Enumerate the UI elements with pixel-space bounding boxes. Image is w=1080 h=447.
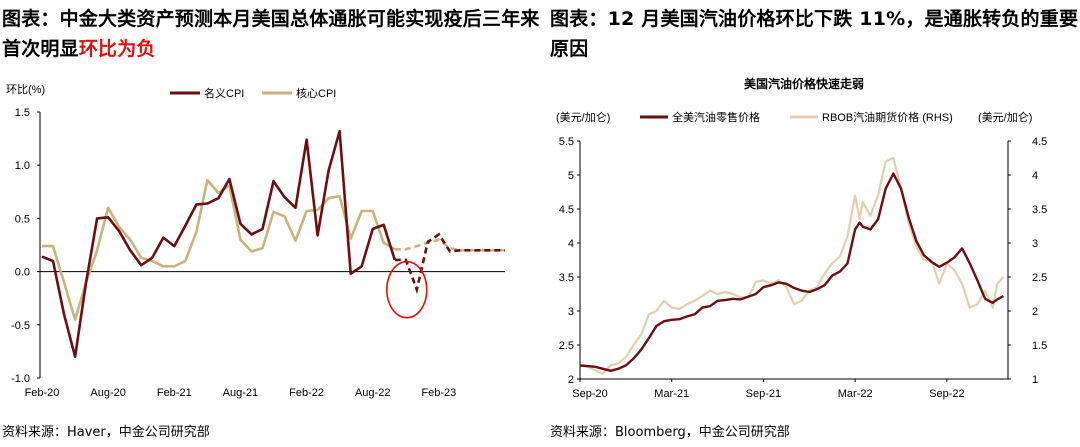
right-heading: 图表：12 月美国汽油价格环比下跌 11%，是通胀转负的重要原因 [550, 8, 1079, 60]
left-y-tick-label: 3.5 [559, 272, 574, 284]
y-tick-label: -0.5 [11, 320, 30, 332]
right-y-tick-label: 3 [1032, 238, 1038, 250]
legend-label-core: 核心CPI [296, 86, 336, 100]
x-tick-label: Feb-21 [157, 387, 192, 399]
right-y-tick-label: 1.5 [1032, 340, 1047, 352]
left-y-tick-label: 2.5 [559, 340, 574, 352]
x-tick-label: Aug-22 [355, 387, 390, 399]
left-y-tick-label: 5 [568, 170, 574, 182]
left-y-axis-label: (美元/加仑) [556, 110, 610, 124]
x-tick-label: Feb-23 [421, 387, 456, 399]
highlight-circle [385, 260, 428, 319]
x-tick-label: Sep-22 [929, 388, 964, 400]
x-tick-label: Aug-20 [90, 387, 125, 399]
x-tick-label: Feb-20 [25, 387, 60, 399]
left-y-tick-label: 4.5 [559, 204, 574, 216]
chart-title: 美国汽油价格快速走弱 [744, 76, 864, 91]
x-tick-label: Sep-20 [572, 388, 607, 400]
x-tick-label: Sep-21 [746, 388, 781, 400]
y-tick-label: -1.0 [11, 373, 30, 385]
series-line-retail [579, 172, 1004, 372]
x-tick-label: Mar-22 [838, 388, 873, 400]
y-tick-label: 0.5 [15, 213, 30, 225]
right-y-axis-label: (美元/加仑) [978, 110, 1032, 124]
y-tick-label: 1.0 [15, 160, 30, 172]
y-tick-label: 1.5 [15, 107, 30, 119]
y-axis-label: 环比(%) [6, 83, 45, 96]
left-source: 资料来源：Haver，中金公司研究部 [2, 425, 210, 440]
left-heading-highlight: 环比为负 [78, 38, 156, 60]
left-y-tick-label: 5.5 [559, 136, 574, 148]
left-panel: 图表：中金大类资产预测本月美国总体通胀可能实现疫后三年来首次明显环比为负 -1.… [2, 4, 542, 440]
legend-label-headline: 名义CPI [204, 86, 244, 100]
legend-label-retail: 全美汽油零售价格 [672, 110, 760, 124]
right-y-tick-label: 2 [1032, 306, 1038, 318]
right-y-tick-label: 4 [1032, 170, 1038, 182]
x-tick-label: Feb-22 [289, 387, 324, 399]
right-source: 资料来源：Bloomberg，中金公司研究部 [550, 425, 790, 440]
right-panel: 图表：12 月美国汽油价格环比下跌 11%，是通胀转负的重要原因 美国汽油价格快… [548, 0, 1080, 447]
right-y-tick-label: 3.5 [1032, 204, 1047, 216]
left-heading: 图表：中金大类资产预测本月美国总体通胀可能实现疫后三年来首次明显环比为负 [2, 4, 542, 64]
right-y-tick-label: 1 [1032, 374, 1038, 386]
legend-label-futures: RBOB汽油期货价格 (RHS) [822, 110, 953, 124]
series-line-headline [41, 129, 397, 358]
series-line-core [42, 178, 396, 321]
y-tick-label: 0.0 [15, 267, 30, 279]
series-forecast-line-headline [394, 232, 505, 295]
left-heading-prefix: 图表：中金大类资产预测本月美国总体通胀可能实现疫后三年来首次明显 [2, 8, 540, 60]
left-y-tick-label: 4 [568, 238, 574, 250]
left-y-tick-label: 2 [568, 374, 574, 386]
right-y-tick-label: 4.5 [1032, 136, 1047, 148]
cpi-chart: -1.0 -0.5 0.0 0.5 1.0 1.5 Feb-20 Aug-20 Feb-21 Au… [6, 83, 505, 399]
series-line-futures [579, 156, 1005, 375]
gasoline-chart: 美国汽油价格快速走弱 2 2.5 3 3.5 4 4.5 5 5.5 1 1.5 2 2.5 3 3.5 4 4… [556, 76, 1047, 400]
x-tick-label: Mar-21 [654, 388, 689, 400]
x-tick-label: Aug-21 [223, 387, 258, 399]
series-forecast-line-core [394, 238, 505, 252]
right-y-tick-label: 2.5 [1032, 272, 1047, 284]
left-y-tick-label: 3 [568, 306, 574, 318]
